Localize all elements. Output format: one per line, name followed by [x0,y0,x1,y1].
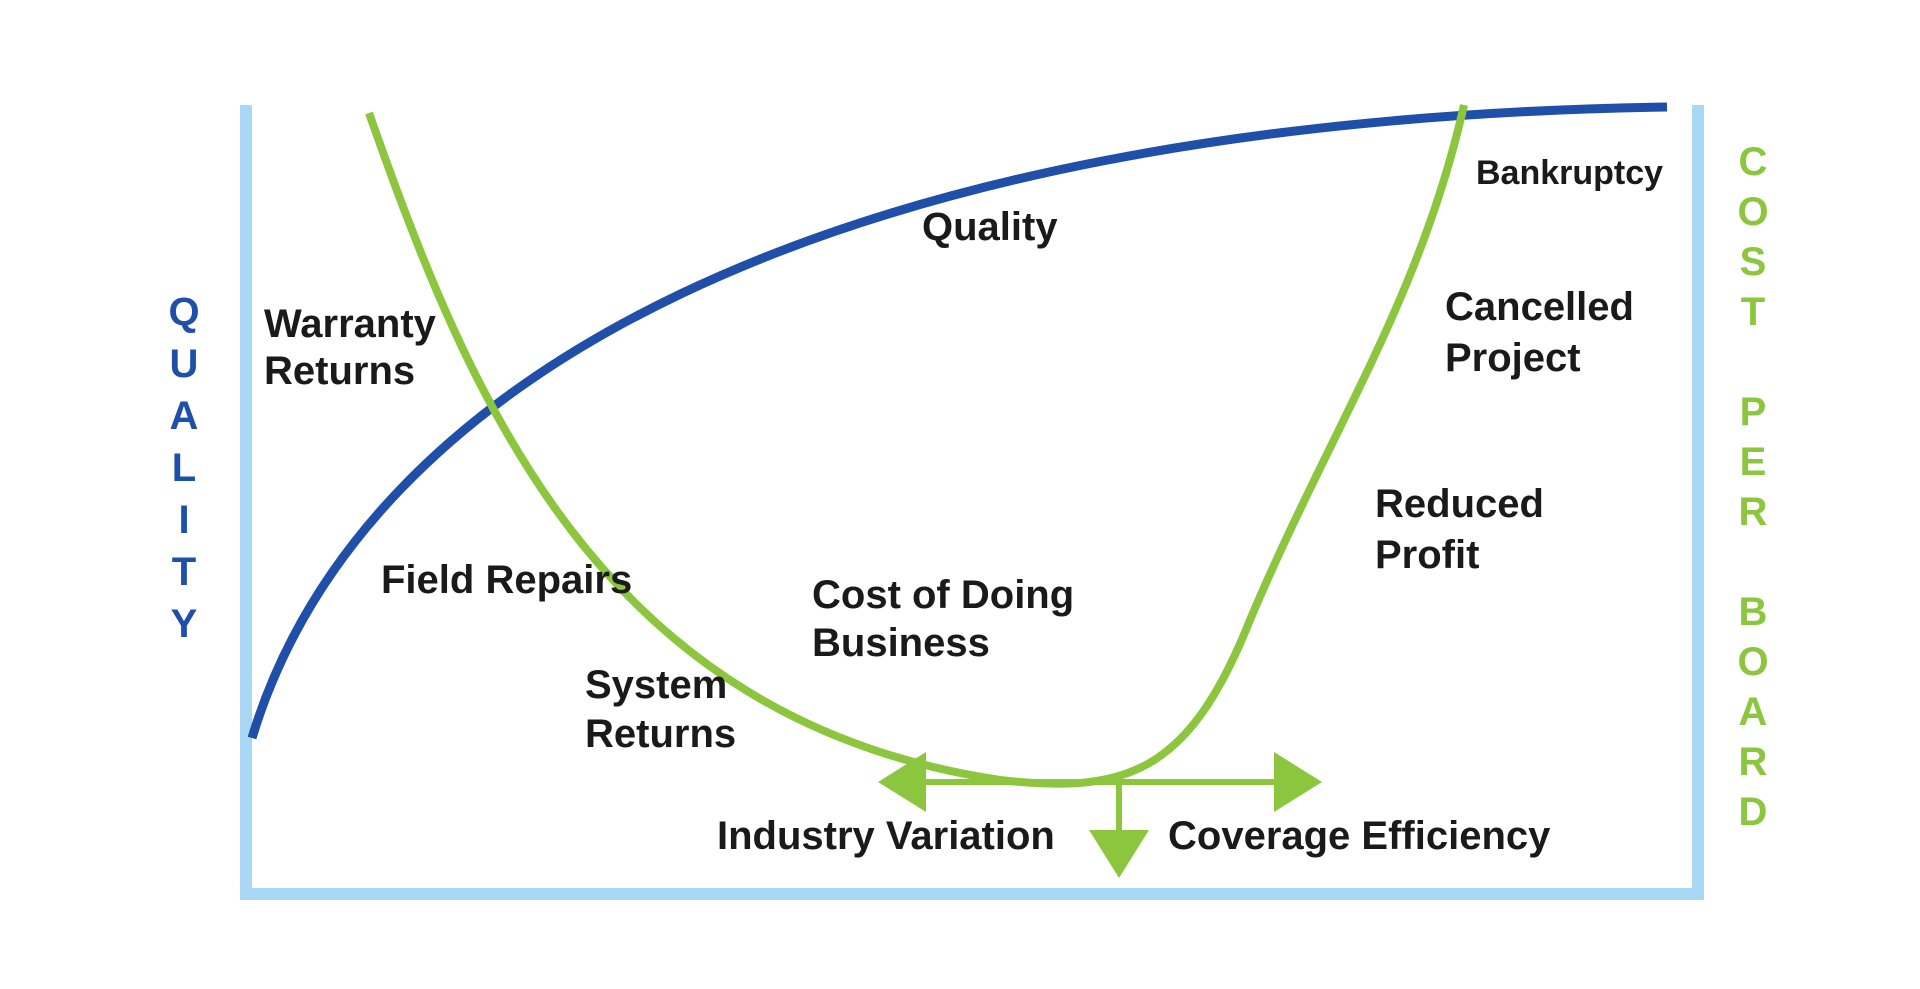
annotation: Returns [264,349,415,393]
cost-label: Business [812,621,990,665]
annotation: System [585,663,727,707]
frame [240,105,1704,900]
left-axis-label: QUALITY [162,290,206,654]
annotation: Profit [1375,533,1479,577]
cost-label: Cost of Doing [812,573,1074,617]
annotation: Project [1445,336,1581,380]
annotation: Bankruptcy [1476,154,1663,192]
quality-curve [247,102,1668,740]
annotation: Returns [585,712,736,756]
quality-label: Quality [922,205,1058,249]
right-axis-label: COST PER BOARD [1731,140,1775,840]
annotation: Field Repairs [381,558,632,602]
annotation: Cancelled [1445,285,1634,329]
annotation: Coverage Efficiency [1168,814,1551,858]
annotation: Reduced [1375,482,1544,526]
annotation: Industry Variation [717,814,1055,858]
annotation: Warranty [264,302,437,346]
